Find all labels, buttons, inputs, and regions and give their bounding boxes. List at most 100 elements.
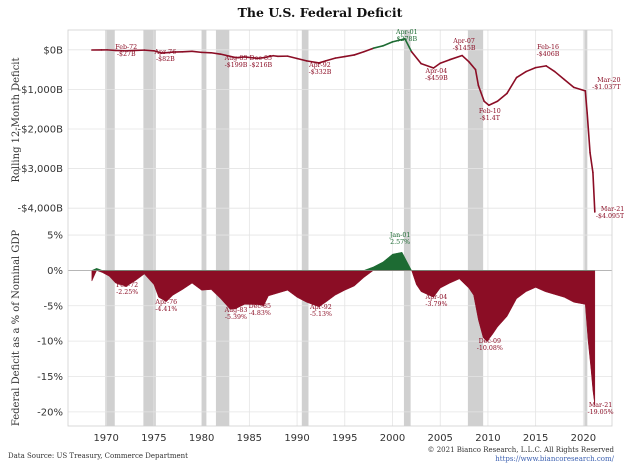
x-tick-label: 1985 (237, 433, 262, 444)
bottom-y-tick-label: -15% (37, 372, 63, 383)
x-tick-label: 2015 (523, 433, 548, 444)
deficit-line-segment (363, 47, 375, 53)
x-tick-label: 1990 (284, 433, 309, 444)
series (68, 37, 612, 406)
deficit-line-segment (461, 54, 470, 63)
top-y-tick-label: -$1,000B (18, 85, 64, 96)
bottom-y-tick-label: -10% (37, 337, 63, 348)
top-annotation-date: Apr-04 (425, 68, 448, 75)
annotations: Feb-72-$27B Apr-76-$82B Aug-83-$199BDec-85… (115, 29, 624, 416)
top-annotation-value: -$1.4T (480, 115, 501, 122)
top-annotation-date: Mar-21 (601, 206, 624, 213)
bottom-annotation-value: -10.08% (477, 345, 503, 352)
x-tick-label: 2010 (475, 433, 500, 444)
deficit-line-segment (573, 86, 587, 92)
bottom-annotation-date: Feb-72 (116, 282, 138, 289)
deficit-line-segment (474, 68, 480, 87)
website-link[interactable]: https://www.biancoresearch.com/ (495, 455, 614, 463)
top-y-tick-label: -$2,000B (18, 124, 64, 135)
deficit-line-segment (468, 60, 477, 71)
deficit-gdp-area (91, 270, 596, 406)
deficit-line-segment (477, 84, 485, 103)
deficit-line-segment (153, 49, 163, 54)
top-annotation-date: Mar-20 (597, 77, 620, 84)
deficit-line-segment (210, 51, 222, 55)
top-annotation-date: Aug-83 (224, 55, 248, 62)
top-annotation-value: -$216B (249, 62, 272, 69)
bottom-annotation-value: -5.13% (310, 311, 332, 318)
deficit-line-segment (324, 57, 337, 62)
deficit-line-segment (534, 65, 547, 69)
bottom-annotation-date: Apr-04 (425, 294, 448, 301)
bottom-y-tick-label: 0% (47, 266, 63, 277)
top-annotation-date: Apr-92 (308, 62, 331, 69)
deficit-line-segment (448, 54, 463, 61)
top-annotation-value: -$199B (225, 62, 248, 69)
bottom-annotation-date: Apr-76 (154, 299, 177, 306)
top-annotation-value: -$82B (156, 56, 175, 63)
deficit-line-segment (191, 50, 203, 54)
deficit-line-segment (257, 56, 265, 60)
bottom-annotation-date: Aug-83 (224, 307, 248, 314)
bottom-annotation-value: 2.57% (390, 239, 410, 246)
deficit-line-segment (553, 70, 566, 81)
top-annotation-date: Feb-16 (537, 44, 559, 51)
recession-band (105, 30, 115, 426)
bottom-annotation-value: -4.41% (155, 306, 177, 313)
deficit-line-segment (262, 54, 274, 59)
bottom-annotation-date: Dec-85 (249, 303, 271, 310)
bottom-annotation-value: -4.83% (249, 310, 271, 317)
deficit-line-segment (286, 55, 298, 60)
bottom-y-tick-label: 5% (47, 231, 63, 242)
top-y-tick-label: -$4,000B (18, 204, 64, 215)
top-annotation-value: $278B (396, 36, 417, 43)
bottom-annotation-value: -2.25% (116, 289, 138, 296)
top-annotation-value: -$406B (537, 51, 560, 58)
top-annotation-value: -$145B (453, 45, 476, 52)
deficit-line-segment (318, 60, 327, 64)
deficit-line-segment (496, 92, 508, 103)
deficit-line-segment (334, 55, 346, 59)
deficit-line-segment (343, 54, 356, 58)
top-annotation-date: Apr-01 (395, 29, 418, 36)
deficit-line-segment (592, 171, 596, 213)
deficit-line-segment (404, 37, 413, 53)
deficit-line-segment (219, 53, 237, 59)
recession-band (301, 30, 309, 426)
top-annotation-value: -$1.037T (592, 84, 621, 91)
x-tick-label: 1975 (141, 433, 166, 444)
recession-band (584, 30, 588, 426)
axes: 1970 1975 1980 1985 1990 1995 2000 2005 2010 2015… (18, 29, 613, 444)
deficit-line-segment (382, 41, 394, 47)
deficit-line-segment (353, 50, 365, 56)
top-y-tick-label: $0B (43, 45, 63, 56)
bottom-annotation-value: -19.05% (587, 409, 613, 416)
top-annotation-value: -$27B (117, 51, 136, 58)
bottom-y-axis-label: Federal Deficit as a % of Nominal GDP (11, 230, 22, 427)
x-tick-label: 1980 (189, 433, 214, 444)
bottom-annotation-date: Dec-09 (479, 338, 501, 345)
deficit-line-segment (525, 66, 537, 73)
deficit-line-segment (586, 112, 591, 154)
bottom-y-tick-label: -20% (37, 407, 63, 418)
plot-frame (67, 29, 613, 427)
deficit-line-segment (563, 78, 575, 89)
deficit-line-segment (391, 37, 406, 43)
top-annotation-date: Apr-76 (153, 49, 176, 56)
top-annotation-value: -$332B (309, 69, 332, 76)
bottom-y-tick-label: -5% (44, 301, 63, 312)
recession-band (403, 30, 411, 426)
bottom-annotation-date: Apr-92 (309, 304, 332, 311)
deficit-line-segment (420, 62, 435, 69)
bottom-annotation-value: -3.79% (425, 301, 447, 308)
deficit-line-segment (439, 58, 451, 65)
deficit-line-segment (432, 62, 442, 69)
top-annotation-date: Dec-85 (250, 55, 272, 62)
deficit-line-segment (296, 57, 308, 62)
top-y-axis-label: Rolling 12-Month Deficit (11, 57, 22, 182)
bottom-annotation-date: Mar-21 (589, 402, 612, 409)
deficit-line-segment (488, 100, 499, 107)
bottom-annotation-value: -5.39% (225, 314, 247, 321)
deficit-line-segment (515, 70, 527, 79)
